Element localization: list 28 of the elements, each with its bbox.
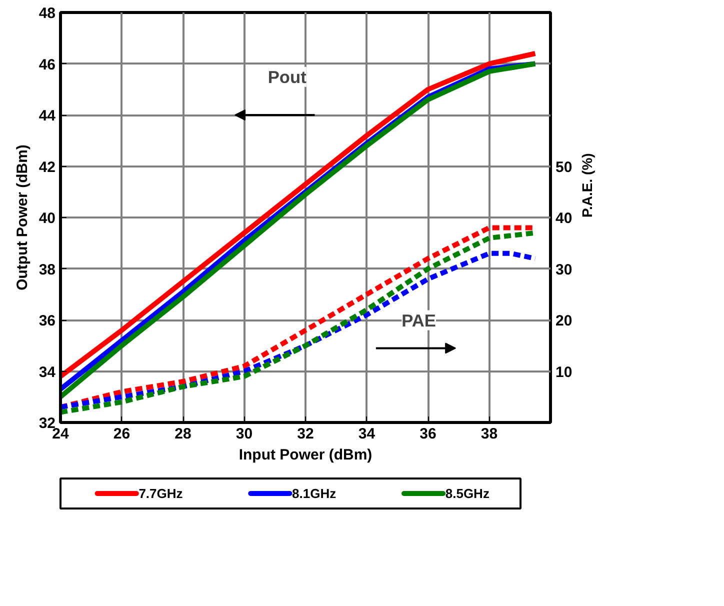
y-tick-label: 36 <box>38 312 56 330</box>
y-tick-label: 40 <box>38 210 56 227</box>
y2-tick-label: 40 <box>556 210 572 227</box>
x-tick-label: 26 <box>113 426 130 442</box>
x-axis-title: Input Power (dBm) <box>238 446 372 464</box>
y-tick-label: 38 <box>38 261 56 278</box>
x-tick-label: 36 <box>420 426 436 442</box>
x-tick-label: 28 <box>174 426 192 442</box>
y-tick-label: 46 <box>38 56 56 74</box>
annotation: Pout <box>268 66 307 87</box>
y-axis-title: Output Power (dBm) <box>14 144 31 290</box>
x-tick-label: 32 <box>297 426 314 442</box>
y2-tick-label: 30 <box>556 261 572 278</box>
legend-label: 7.7GHz <box>138 486 184 501</box>
x-tick-label: 34 <box>358 426 376 442</box>
annotation: PAE <box>402 310 436 330</box>
y-tick-label: 44 <box>38 108 56 124</box>
legend-label: 8.5GHz <box>445 486 490 501</box>
y2-tick-label: 20 <box>556 312 572 330</box>
x-tick-label: 38 <box>480 426 498 442</box>
y2-axis-title: P.A.E. (%) <box>579 153 596 218</box>
x-tick-label: 30 <box>236 426 253 442</box>
y2-tick-label: 10 <box>556 364 572 381</box>
y2-tick-label: 50 <box>556 158 572 176</box>
y-tick-label: 48 <box>38 5 56 22</box>
y-tick-label: 34 <box>38 364 56 381</box>
legend-label: 8.1GHz <box>292 486 337 501</box>
y-tick-label: 42 <box>38 158 56 176</box>
